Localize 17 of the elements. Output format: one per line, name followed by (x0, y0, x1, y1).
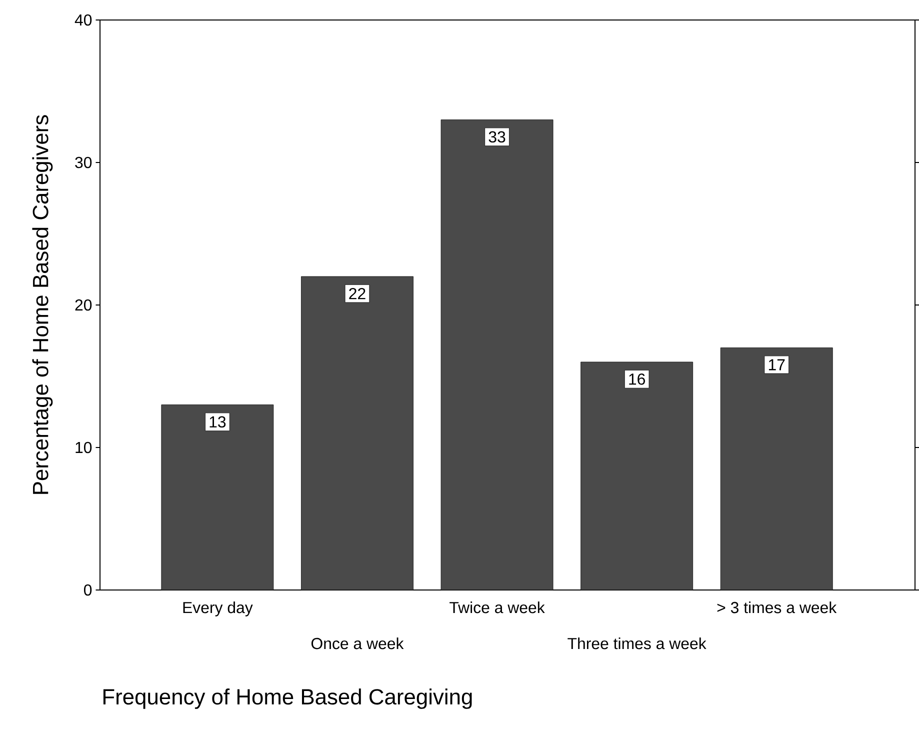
x-axis-title: Frequency of Home Based Caregiving (103, 688, 472, 709)
data-label: 17 (768, 359, 785, 370)
y-tick-label: 30 (75, 156, 92, 168)
x-tick-label: Once a week (311, 638, 404, 650)
x-tick-label: Twice a week (450, 602, 545, 614)
data-label: 13 (210, 416, 226, 428)
x-tick-label: Three times a week (568, 638, 706, 650)
y-tick-label: 20 (75, 299, 92, 311)
x-tick-label: Every day (183, 602, 253, 616)
y-tick-label: 40 (74, 14, 92, 26)
y-tick-label: 10 (76, 442, 92, 454)
data-label: 16 (629, 374, 645, 385)
y-tick-label: 0 (84, 584, 92, 596)
x-tick-label: > 3 times a week (717, 602, 837, 614)
data-label: 33 (488, 131, 506, 143)
y-axis-title: Percentage of Home Based Caregivers (32, 115, 53, 494)
data-label: 22 (349, 288, 366, 300)
